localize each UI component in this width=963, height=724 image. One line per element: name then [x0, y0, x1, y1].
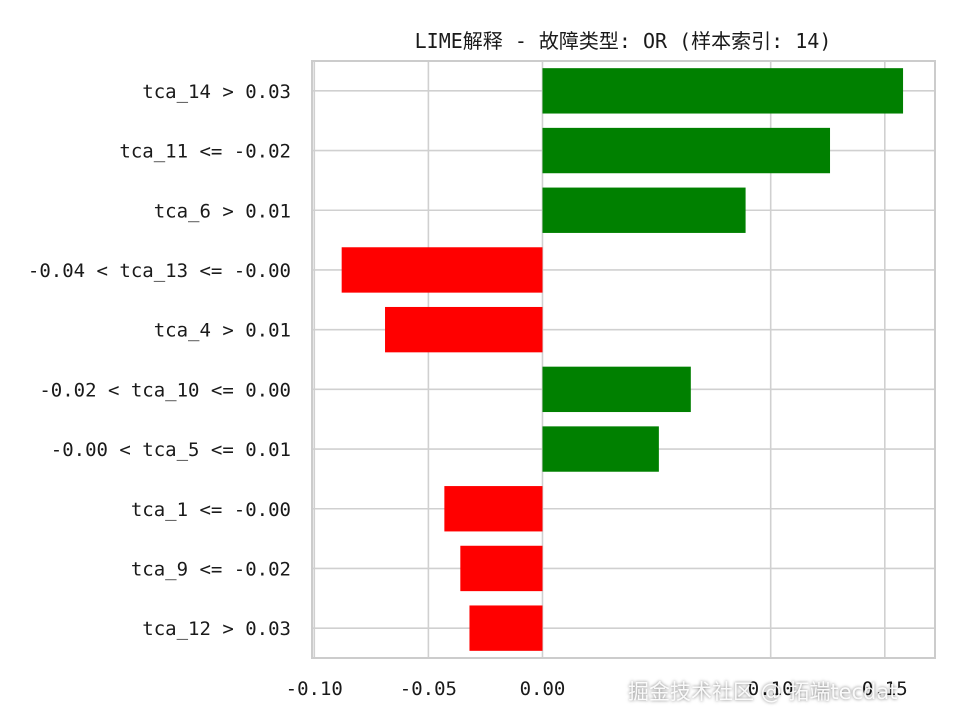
category-label: tca_9 <= -0.02 [131, 558, 291, 580]
category-label: tca_14 > 0.03 [142, 81, 291, 103]
x-tick-label: 0.10 [748, 678, 794, 700]
bar [542, 68, 904, 114]
category-label: -0.02 < tca_10 <= 0.00 [39, 379, 291, 401]
bars [341, 68, 904, 651]
bar [385, 306, 543, 353]
x-tick-label: 0.15 [862, 678, 908, 700]
bar [542, 426, 659, 472]
bar [542, 366, 691, 413]
bar [460, 545, 543, 592]
category-label: tca_12 > 0.03 [142, 618, 291, 640]
watermark-text: 掘金技术社区 @ 拓端tecdat [628, 680, 898, 704]
bar [542, 187, 746, 233]
category-labels: tca_14 > 0.03 tca_11 <= -0.02 tca_6 > 0.01… [28, 81, 291, 640]
plot-frame [311, 60, 936, 659]
bar [444, 486, 543, 532]
category-label: tca_4 > 0.01 [154, 320, 291, 342]
category-label: tca_6 > 0.01 [154, 200, 291, 222]
x-tick-label: -0.05 [400, 678, 457, 700]
x-tick-labels: -0.10 -0.05 0.00 0.10 0.15 [286, 678, 908, 700]
x-tick-label: -0.10 [286, 678, 343, 700]
category-label: tca_1 <= -0.00 [131, 499, 291, 521]
bar [469, 605, 543, 651]
category-label: -0.04 < tca_13 <= -0.00 [28, 260, 291, 282]
bar [341, 247, 543, 293]
category-label: tca_11 <= -0.02 [119, 141, 291, 163]
x-tick-label: 0.00 [520, 678, 566, 700]
bar [542, 127, 831, 174]
chart-title: LIME解释 - 故障类型: OR (样本索引: 14) [415, 29, 832, 53]
category-label: -0.00 < tca_5 <= 0.01 [51, 439, 291, 461]
